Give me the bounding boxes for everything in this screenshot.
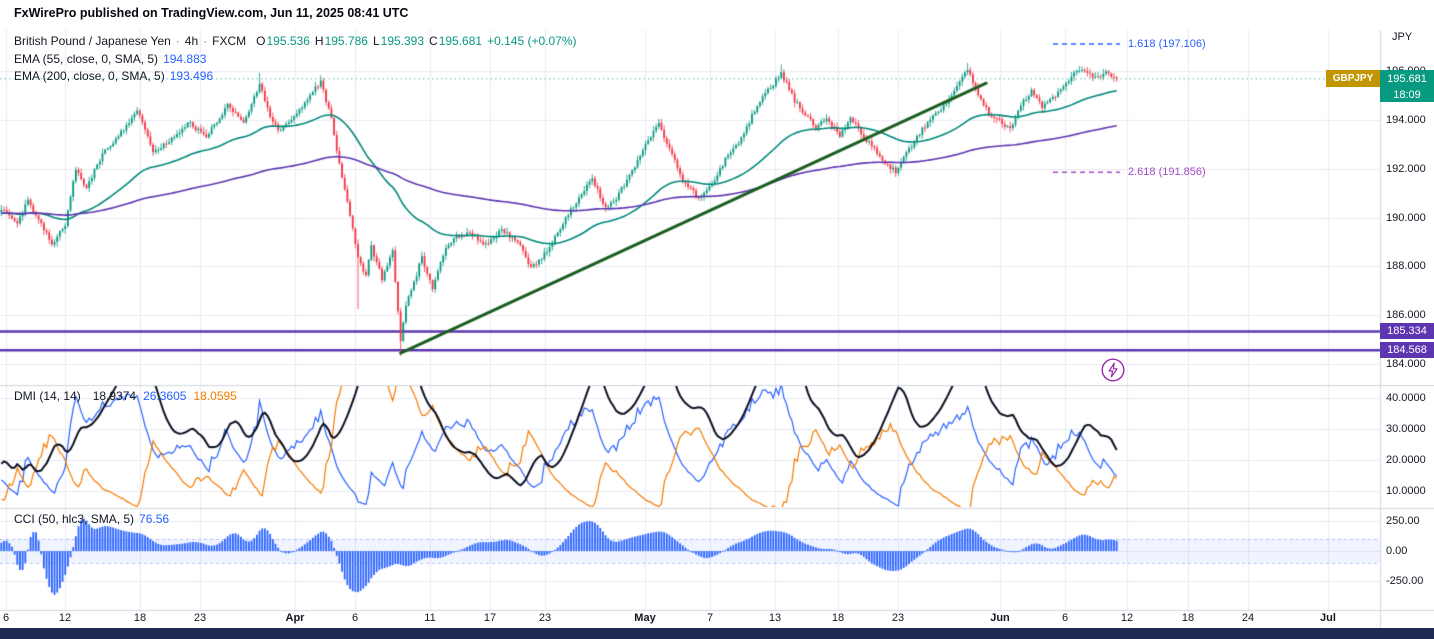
ema200-label[interactable]: EMA (200, close, 0, SMA, 5)	[14, 69, 165, 83]
legend-separator: ·	[175, 34, 180, 48]
ema55-label[interactable]: EMA (55, close, 0, SMA, 5)	[14, 52, 159, 66]
ohlc-value: 195.536	[266, 34, 310, 48]
symbol-price-badge-value: 195.681	[1380, 70, 1434, 88]
dmi-value-plus_di: 26.3605	[143, 389, 187, 403]
dmi-label[interactable]: DMI (14, 14)	[14, 389, 81, 403]
cci-tick-label: 0.00	[1386, 545, 1408, 557]
time-tick-label: May	[634, 612, 656, 624]
cci-tick-label: 250.00	[1386, 514, 1420, 527]
time-tick-label: Jun	[990, 612, 1010, 624]
ohlc-item: L 195.393	[373, 34, 424, 48]
dmi-tick-label: 30.0000	[1386, 422, 1426, 435]
ohlc-item: C 195.681	[429, 34, 482, 48]
time-tick-label: 12	[1120, 612, 1134, 624]
symbol-header[interactable]: British Pound / Japanese Yen · 4h · FXCM…	[14, 34, 577, 48]
countdown-badge: 18:09	[1380, 87, 1434, 103]
ohlc-letter: H	[314, 34, 324, 48]
time-tick-label: 18	[1181, 612, 1195, 624]
time-tick-label: Apr	[285, 612, 305, 624]
publisher-bar: FxWirePro published on TradingView.com, …	[14, 6, 409, 20]
price-tick-label: 192.000	[1386, 162, 1426, 175]
lightning-icon	[1101, 358, 1125, 386]
time-tick-label: 6	[1061, 612, 1069, 624]
dmi-value-minus_di: 18.0595	[193, 389, 237, 403]
price-tick-label: 186.000	[1386, 309, 1426, 322]
dmi-tick-label: 10.0000	[1386, 484, 1426, 497]
time-tick-label: 18	[133, 612, 147, 624]
time-tick-label: 11	[424, 612, 436, 624]
time-tick-label: 23	[538, 612, 552, 624]
price-tick-label: 194.000	[1386, 113, 1426, 126]
time-tick-label: 7	[706, 612, 714, 624]
dmi-tick-label: 40.0000	[1386, 392, 1426, 404]
time-tick-label: 6	[351, 612, 359, 624]
ema200-value: 193.496	[169, 69, 214, 83]
cci-label[interactable]: CCI (50, hlc3, SMA, 5)	[14, 512, 135, 526]
time-tick-label: 23	[891, 612, 905, 624]
cci-legend[interactable]: CCI (50, hlc3, SMA, 5) 76.56	[14, 512, 169, 526]
time-tick-label: 6	[2, 612, 10, 624]
ohlc-item: O 195.536	[256, 34, 310, 48]
legend-separator: ·	[203, 34, 208, 48]
lightning-button[interactable]	[1101, 358, 1125, 382]
ohlc-item: H 195.786	[315, 34, 368, 48]
ohlc-letter: O	[256, 34, 266, 48]
time-tick-label: 24	[1241, 612, 1255, 624]
ema200-legend[interactable]: EMA (200, close, 0, SMA, 5) 193.496	[14, 69, 213, 83]
ema55-value: 194.883	[163, 52, 207, 66]
cci-value: 76.56	[139, 512, 170, 526]
symbol-title[interactable]: British Pound / Japanese Yen	[14, 34, 171, 48]
cci-tick-label: -250.00	[1386, 575, 1424, 588]
price-tick-label: 188.000	[1386, 260, 1426, 273]
dmi-tick-label: 20.0000	[1386, 453, 1426, 466]
ema55-legend[interactable]: EMA (55, close, 0, SMA, 5) 194.883	[14, 52, 206, 66]
symbol-price-badge-symbol: GBPJPY	[1326, 70, 1380, 88]
fib-level-label: 1.618 (197.106)	[1128, 38, 1206, 50]
ohlc-readout: O 195.536 H 195.786 L 195.393 C 195.681	[251, 34, 482, 48]
ohlc-value: 195.681	[438, 34, 483, 48]
ohlc-letter: L	[372, 34, 380, 48]
time-tick-label: 17	[483, 612, 497, 624]
interval-label[interactable]: 4h	[184, 34, 199, 48]
ohlc-value: 195.393	[380, 34, 425, 48]
price-tick-label: 184.000	[1386, 358, 1426, 370]
price-tick-label: 190.000	[1386, 211, 1426, 224]
dmi-values: 18.9374 26.3605 18.0595	[86, 389, 237, 403]
bottom-panel-bar[interactable]	[0, 628, 1434, 639]
time-tick-label: 23	[193, 612, 207, 624]
currency-unit-label[interactable]: JPY	[1392, 31, 1413, 43]
level-badge: 184.568	[1380, 342, 1434, 359]
level-badge: 185.334	[1380, 323, 1434, 340]
ohlc-letter: C	[429, 34, 438, 48]
time-tick-label: 18	[831, 612, 845, 624]
dmi-value-adx: 18.9374	[92, 389, 137, 403]
exchange-label[interactable]: FXCM	[212, 34, 247, 48]
ohlc-value: 195.786	[324, 34, 368, 48]
time-tick-label: 13	[768, 612, 782, 624]
dmi-legend[interactable]: DMI (14, 14) 18.9374 26.3605 18.0595	[14, 389, 237, 403]
time-tick-label: Jul	[1320, 612, 1336, 624]
time-tick-label: 12	[58, 612, 72, 624]
price-change: +0.145 (+0.07%)	[487, 34, 577, 48]
fib-level-label: 2.618 (191.856)	[1128, 166, 1206, 179]
